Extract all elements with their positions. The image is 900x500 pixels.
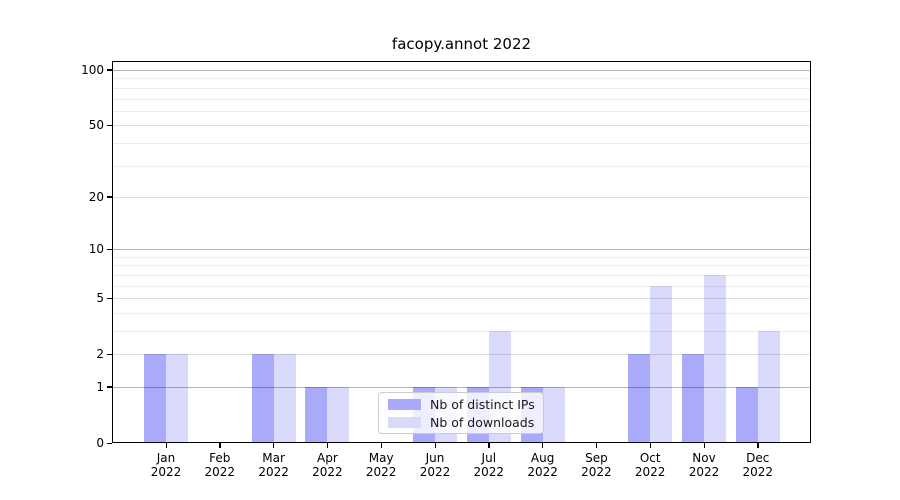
- x-tick-label-oct: Oct 2022: [634, 451, 666, 479]
- bar-jan-series0: [144, 354, 166, 443]
- x-tick-mark: [219, 443, 221, 448]
- bar-mar-series0: [251, 354, 274, 443]
- gridline-y-6: [112, 285, 811, 287]
- gridline-y-60: [112, 110, 811, 112]
- x-tick-mark: [273, 443, 275, 448]
- gridline-y-1: [112, 387, 811, 388]
- legend-item-distinct-ips: Nb of distinct IPs: [388, 396, 535, 412]
- legend: Nb of distinct IPs Nb of downloads: [378, 392, 544, 434]
- x-tick-label-jan: Jan 2022: [150, 451, 182, 479]
- y-tick-label-10: 10: [88, 242, 104, 257]
- x-tick-label-jul: Jul 2022: [473, 451, 505, 479]
- y-tick-label-1: 1: [96, 379, 104, 394]
- y-tick-label-2: 2: [96, 347, 104, 362]
- chart-title: facopy.annot 2022: [391, 35, 532, 53]
- x-tick-label-apr: Apr 2022: [312, 451, 343, 479]
- bar-mar-series1: [273, 354, 296, 443]
- y-tick-mark: [107, 124, 112, 127]
- legend-swatch-downloads: [388, 416, 421, 428]
- bar-apr-series1: [327, 387, 350, 443]
- x-tick-mark: [703, 443, 705, 448]
- x-tick-mark: [595, 443, 598, 448]
- bar-jan-series1: [166, 354, 188, 443]
- grid-layer: [112, 61, 811, 443]
- y-tick-label-5: 5: [96, 291, 104, 306]
- x-tick-label-sep: Sep 2022: [581, 451, 612, 479]
- gridline-y-9: [112, 256, 811, 258]
- bar-layer: [112, 61, 811, 443]
- x-tick-label-jun: Jun 2022: [419, 451, 451, 479]
- bar-aug-series1: [542, 387, 565, 443]
- y-tick-label-0: 0: [96, 436, 104, 450]
- y-tick-mark: [107, 442, 112, 444]
- gridline-y-20: [112, 196, 811, 198]
- legend-label-distinct-ips: Nb of distinct IPs: [430, 396, 535, 412]
- x-tick-mark: [434, 443, 436, 448]
- x-tick-label-dec: Dec 2022: [742, 451, 774, 479]
- bar-dec-series0: [735, 387, 758, 443]
- x-tick-label-mar: Mar 2022: [258, 451, 289, 479]
- legend-label-downloads: Nb of downloads: [430, 414, 535, 430]
- gridline-y-10: [112, 249, 811, 251]
- bar-nov-series1: [704, 274, 726, 443]
- gridline-y-50: [112, 125, 811, 127]
- gridline-y-80: [112, 87, 811, 89]
- gridline-y-8: [112, 265, 811, 267]
- x-tick-mark: [649, 443, 651, 448]
- y-tick-mark: [107, 353, 112, 355]
- legend-item-downloads: Nb of downloads: [388, 415, 534, 430]
- x-tick-label-may: May 2022: [365, 451, 397, 479]
- gridline-y-100: [112, 70, 811, 71]
- x-tick-mark: [380, 443, 382, 448]
- plot-area: Nb of distinct IPs Nb of downloads: [112, 61, 811, 443]
- x-tick-mark: [165, 443, 167, 448]
- bar-dec-series1: [757, 331, 780, 443]
- gridline-y-70: [112, 98, 811, 100]
- x-tick-label-feb: Feb 2022: [204, 451, 236, 479]
- gridline-y-90: [112, 78, 811, 80]
- gridline-y-7: [112, 274, 811, 276]
- gridline-y-40: [112, 142, 811, 144]
- x-tick-label-nov: Nov 2022: [688, 451, 720, 479]
- legend-swatch-distinct-ips: [388, 398, 421, 410]
- gridline-y-3: [112, 331, 811, 332]
- y-tick-mark: [107, 386, 112, 388]
- x-tick-label-aug: Aug 2022: [527, 451, 558, 479]
- y-tick-mark: [107, 196, 112, 198]
- gridline-y-5: [112, 298, 811, 300]
- y-tick-label-100: 100: [81, 62, 104, 77]
- bar-apr-series0: [305, 387, 328, 443]
- x-tick-mark: [488, 443, 490, 448]
- y-tick-mark: [107, 297, 112, 299]
- gridline-y-30: [112, 165, 811, 167]
- x-tick-mark: [542, 443, 544, 448]
- x-tick-mark: [757, 443, 759, 448]
- y-tick-label-50: 50: [88, 118, 104, 133]
- y-tick-mark: [107, 248, 112, 250]
- y-tick-label-20: 20: [88, 189, 104, 204]
- gridline-y-4: [112, 312, 811, 314]
- bar-oct-series0: [628, 354, 651, 443]
- x-tick-mark: [326, 443, 329, 448]
- bar-nov-series0: [682, 354, 704, 443]
- y-tick-mark: [107, 69, 112, 71]
- bar-oct-series1: [650, 285, 673, 443]
- gridline-y-2: [112, 354, 811, 356]
